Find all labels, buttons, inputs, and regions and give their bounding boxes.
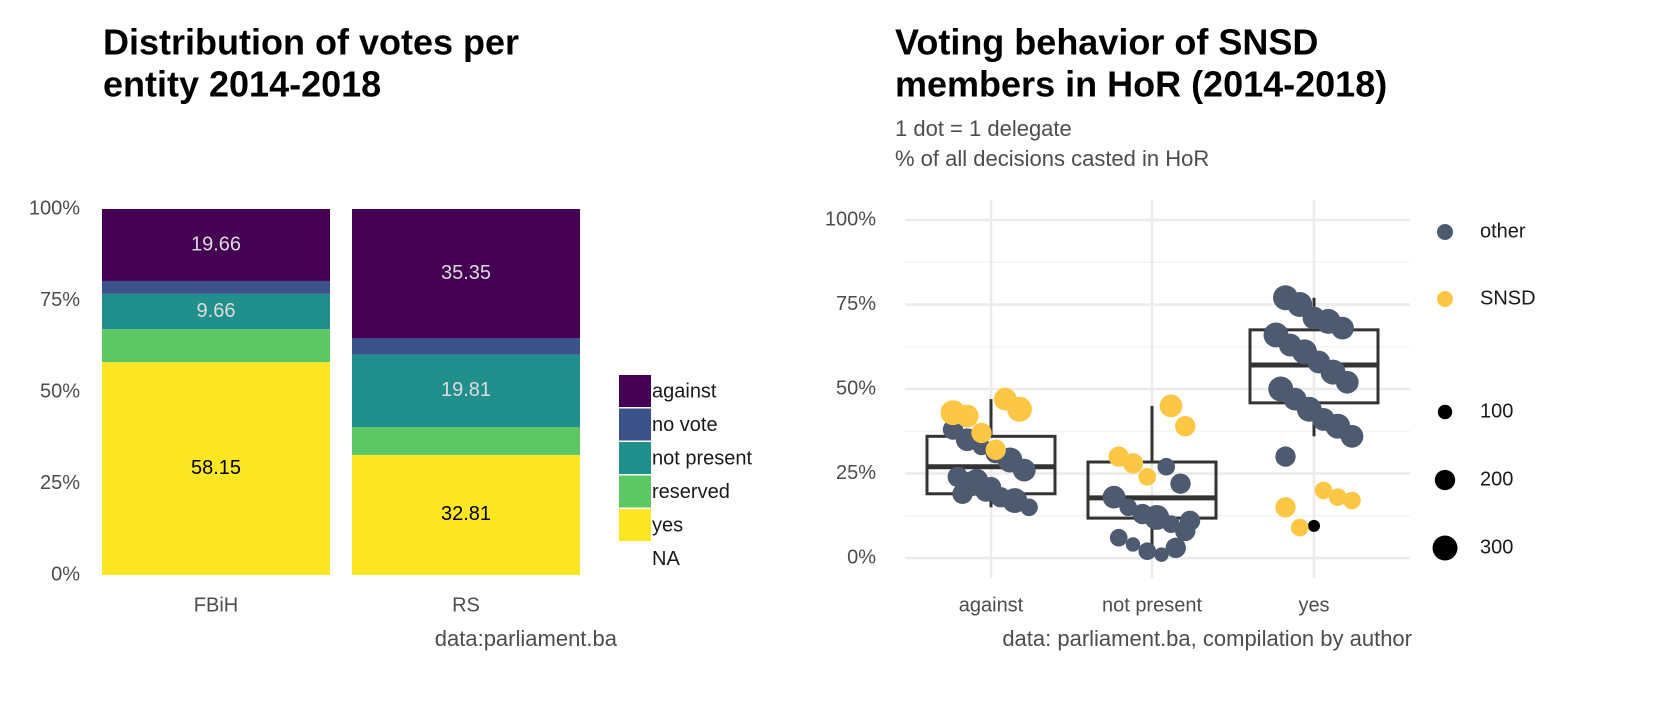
legend-label: reserved [652,481,730,503]
y-tick-label: 100% [29,197,80,219]
data-label: 19.66 [191,233,241,255]
point [1125,537,1141,552]
point [1179,510,1201,532]
point [955,404,979,428]
y-tick-label: 75% [836,293,876,315]
point [1165,537,1186,559]
point [1335,370,1359,394]
legend-key [619,475,651,508]
point [971,422,992,444]
chart-title: Distribution of votes per [103,22,519,63]
bar-segment [352,209,580,339]
data-label: 19.81 [441,379,491,401]
point [1328,488,1347,506]
chart-title: entity 2014-2018 [103,64,381,105]
point [1331,316,1354,340]
point [985,439,1006,461]
point [1020,498,1038,517]
legend-key [619,408,651,441]
y-tick-label: 0% [847,546,876,568]
chart-title: Voting behavior of SNSD [895,22,1318,63]
point [952,483,973,504]
legend-label: not present [652,447,753,469]
point [1007,396,1032,422]
point [1154,547,1169,562]
x-tick-label: against [959,594,1024,616]
size-legend-key [1434,469,1456,491]
chart-subtitle: % of all decisions casted in HoR [895,146,1209,171]
y-tick-label: 75% [40,289,80,311]
x-tick-label: not present [1102,594,1203,616]
y-tick-label: 100% [825,208,876,230]
data-label: 35.35 [441,262,491,284]
size-legend-key [1437,404,1453,420]
x-tick-label: RS [452,594,480,616]
chart-title: members in HoR (2014-2018) [895,64,1387,105]
point [1340,424,1364,448]
point [1122,453,1144,474]
chart-subtitle: 1 dot = 1 delegate [895,116,1072,141]
point [1175,415,1196,437]
point [1102,485,1126,509]
legend-label: SNSD [1480,287,1536,309]
size-legend-label: 300 [1480,536,1513,558]
data-label: 58.15 [191,457,241,479]
point [1109,528,1128,547]
point [1275,446,1296,467]
bar-segment [102,362,330,575]
legend-label: NA [652,548,680,570]
size-legend-label: 100 [1480,400,1513,422]
bar-segment [102,329,330,363]
bar-segment [352,454,580,575]
point [1159,394,1183,418]
point [1157,457,1176,476]
bar-segment [102,293,330,330]
point [1170,473,1191,494]
legend-label: yes [652,514,683,536]
x-tick-label: yes [1298,594,1329,616]
x-tick-label: FBiH [194,594,238,616]
outlier [1308,519,1320,532]
bar-segment [352,338,580,355]
legend-key [619,375,651,407]
size-legend-label: 200 [1480,468,1513,490]
y-tick-label: 0% [51,563,80,585]
legend-label: against [652,380,717,402]
point [980,476,1002,498]
bar-segment [352,354,580,428]
y-tick-label: 50% [836,377,876,399]
y-tick-label: 25% [40,472,80,494]
legend-key [1437,291,1453,307]
data-label: 32.81 [441,503,491,525]
bar-segment [102,209,330,281]
point [1012,458,1036,482]
point [1290,518,1309,537]
legend-label: other [1480,220,1526,242]
size-legend-key [1432,535,1458,561]
bar-segment [102,280,330,294]
point [1138,468,1157,486]
point [1275,497,1296,518]
y-tick-label: 25% [836,462,876,484]
point [1343,491,1361,510]
point [1138,542,1157,561]
bar-segment [352,427,580,455]
legend-key [619,509,651,541]
data-label: 9.66 [197,300,236,322]
caption: data:parliament.ba [435,626,618,651]
legend-key [619,442,651,474]
legend-label: no vote [652,414,718,436]
legend-key [1437,224,1453,240]
caption: data: parliament.ba, compilation by auth… [1002,626,1412,651]
point [1314,481,1333,500]
y-tick-label: 50% [40,380,80,402]
